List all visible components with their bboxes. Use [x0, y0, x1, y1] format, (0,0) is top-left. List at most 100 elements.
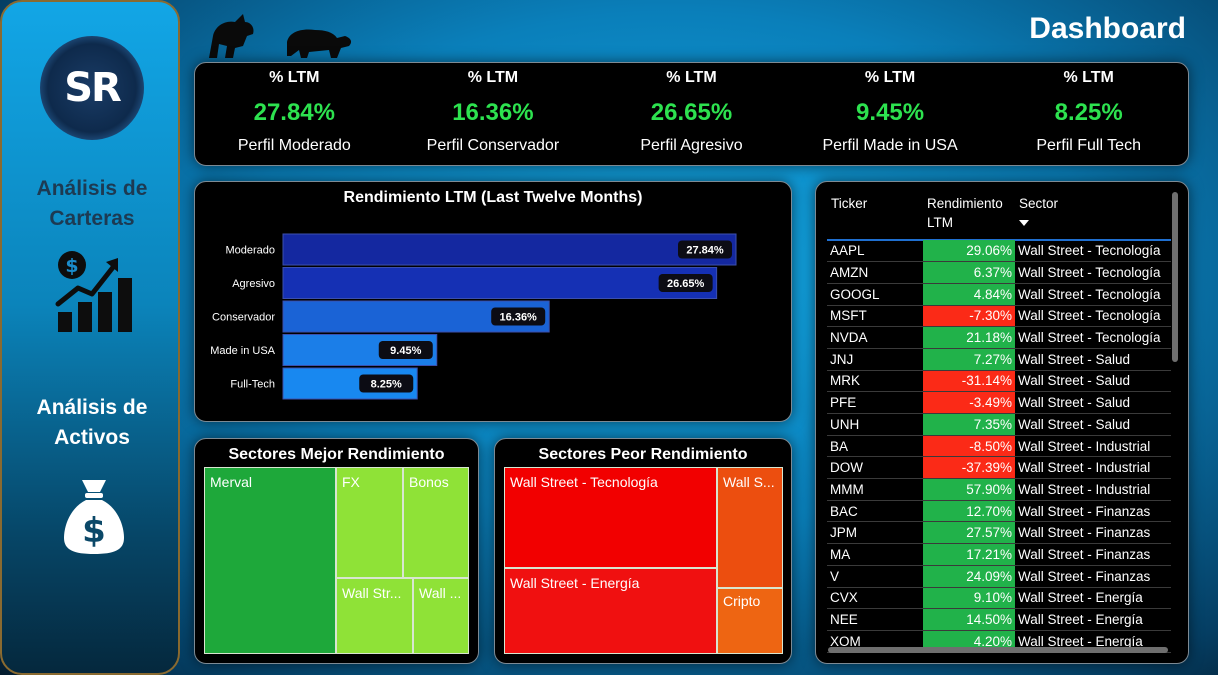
treemap-tile[interactable]: Wall Street - Tecnología: [504, 467, 717, 568]
sector-cell: Wall Street - Salud: [1015, 370, 1171, 393]
ticker-cell: MRK: [827, 370, 923, 393]
ticker-table-panel: Ticker Rendimiento LTM Sector AAPL 29.06%…: [815, 181, 1189, 664]
rendimiento-cell: 7.35%: [923, 413, 1015, 436]
kpi-profile: Perfil Made in USA: [822, 137, 958, 154]
nav-analisis-activos-line2: Activos: [54, 426, 130, 449]
table-row[interactable]: BA -8.50% Wall Street - Industrial: [827, 435, 1171, 458]
table-row[interactable]: AMZN 6.37% Wall Street - Tecnología: [827, 261, 1171, 284]
table-row[interactable]: NVDA 21.18% Wall Street - Tecnología: [827, 326, 1171, 349]
table-row[interactable]: DOW -37.39% Wall Street - Industrial: [827, 456, 1171, 480]
kpi-label: % LTM: [864, 69, 916, 86]
ltm-chart-panel: Rendimiento LTM (Last Twelve Months) Mod…: [194, 181, 792, 422]
treemap-tile[interactable]: Wall ...: [413, 578, 469, 654]
rendimiento-cell: -37.39%: [923, 456, 1015, 480]
ticker-table: AAPL 29.06% Wall Street - Tecnología AMZN 6.…: [827, 240, 1171, 653]
table-row[interactable]: MSFT -7.30% Wall Street - Tecnología: [827, 305, 1171, 328]
tile-label: Wall Street - Energía: [510, 575, 640, 591]
kpi-value: 8.25%: [1054, 99, 1123, 126]
nav-analisis-activos[interactable]: Análisis de Activos: [2, 393, 182, 453]
money-bag-icon[interactable]: $: [62, 478, 126, 556]
logo-text: SR: [64, 65, 122, 111]
table-row[interactable]: NEE 14.50% Wall Street - Energía: [827, 608, 1171, 631]
tile-label: FX: [342, 474, 360, 490]
treemap-tile[interactable]: Wall Str...: [336, 578, 413, 654]
horizontal-scrollbar[interactable]: [828, 647, 1168, 653]
category-label: Moderado: [225, 245, 275, 257]
data-label-background: [378, 341, 433, 359]
best-sectors-title: Sectores Mejor Rendimiento: [228, 446, 445, 463]
data-label: 26.65%: [667, 278, 705, 290]
data-label: 16.36%: [500, 312, 538, 324]
category-label: Made in USA: [210, 345, 275, 357]
treemap-tile[interactable]: Bonos: [403, 467, 469, 578]
data-label-background: [491, 307, 546, 326]
nav-analisis-carteras-line2: Carteras: [49, 207, 135, 230]
bar[interactable]: [282, 233, 737, 266]
sort-descending-icon[interactable]: [1019, 219, 1029, 227]
table-row[interactable]: V 24.09% Wall Street - Finanzas: [827, 565, 1171, 588]
kpi-label: % LTM: [269, 69, 320, 86]
vertical-scrollbar[interactable]: [1172, 192, 1178, 362]
table-row[interactable]: MA 17.21% Wall Street - Finanzas: [827, 543, 1171, 566]
table-row[interactable]: UNH 7.35% Wall Street - Salud: [827, 413, 1171, 436]
sector-cell: Wall Street - Tecnología: [1015, 283, 1171, 306]
treemap-tile[interactable]: FX: [336, 467, 403, 578]
tile-label: Wall ...: [419, 585, 462, 601]
treemap-tile[interactable]: Cripto: [717, 588, 783, 654]
sidebar: SR Análisis de Carteras $ Análisis de Ac…: [0, 0, 180, 675]
treemap-tile[interactable]: Wall Street - Energía: [504, 568, 717, 654]
table-row[interactable]: MRK -31.14% Wall Street - Salud: [827, 370, 1171, 393]
tile-label: Merval: [210, 474, 253, 490]
column-header-sector[interactable]: Sector: [1019, 194, 1058, 232]
worst-sectors-title: Sectores Peor Rendimiento: [538, 446, 748, 463]
table-row[interactable]: JNJ 7.27% Wall Street - Salud: [827, 348, 1171, 371]
rendimiento-cell: 57.90%: [923, 478, 1015, 501]
kpi-value: 16.36%: [452, 99, 534, 126]
table-row[interactable]: GOOGL 4.84% Wall Street - Tecnología: [827, 283, 1171, 306]
kpi-profile: Perfil Full Tech: [1036, 137, 1141, 154]
data-label-background: [678, 240, 732, 259]
table-row[interactable]: JPM 27.57% Wall Street - Finanzas: [827, 521, 1171, 545]
column-header-rendimiento-line1: Rendimiento: [927, 196, 1003, 211]
rendimiento-cell: -31.14%: [923, 370, 1015, 393]
sector-cell: Wall Street - Finanzas: [1015, 565, 1171, 588]
bull-bear-icon: [209, 14, 352, 58]
rendimiento-cell: 7.27%: [923, 348, 1015, 371]
rendimiento-cell: 6.37%: [923, 261, 1015, 284]
table-row[interactable]: MMM 57.90% Wall Street - Industrial: [827, 478, 1171, 501]
table-row[interactable]: BAC 12.70% Wall Street - Finanzas: [827, 500, 1171, 523]
page-title: Dashboard: [1029, 12, 1186, 45]
ticker-cell: MSFT: [827, 305, 923, 328]
nav-analisis-carteras-line1: Análisis de: [36, 177, 148, 200]
svg-text:$: $: [65, 255, 78, 277]
kpi-card-agresivo: % LTM 26.65% Perfil Agresivo: [592, 63, 791, 165]
table-row[interactable]: AAPL 29.06% Wall Street - Tecnología: [827, 240, 1171, 263]
column-header-rendimiento[interactable]: Rendimiento LTM: [927, 194, 1003, 232]
treemap-tile[interactable]: Merval: [204, 467, 336, 654]
kpi-label: % LTM: [467, 69, 519, 86]
column-header-ticker[interactable]: Ticker: [831, 196, 868, 211]
treemap-tile[interactable]: Wall S...: [717, 467, 783, 588]
category-label: Agresivo: [232, 278, 275, 290]
rendimiento-cell: 29.06%: [923, 240, 1015, 263]
ticker-cell: AMZN: [827, 261, 923, 284]
sector-cell: Wall Street - Finanzas: [1015, 500, 1171, 523]
nav-analisis-carteras[interactable]: Análisis de Carteras: [2, 174, 182, 234]
ltm-bar-chart: Moderado 27.84% Agresivo 26.65% Conservador 1…: [210, 233, 737, 400]
sector-cell: Wall Street - Tecnología: [1015, 240, 1171, 263]
tile-label: Bonos: [409, 474, 449, 490]
growth-chart-dollar-icon[interactable]: $: [52, 248, 136, 334]
rendimiento-cell: -7.30%: [923, 305, 1015, 328]
kpi-panel: % LTM 27.84% Perfil Moderado % LTM 16.36…: [194, 62, 1189, 166]
table-row[interactable]: CVX 9.10% Wall Street - Energía: [827, 587, 1171, 610]
column-header-rendimiento-line2: LTM: [927, 215, 953, 230]
table-row[interactable]: PFE -3.49% Wall Street - Salud: [827, 391, 1171, 414]
bar[interactable]: [282, 267, 718, 299]
kpi-profile: Perfil Moderado: [237, 137, 351, 154]
ticker-cell: MA: [827, 543, 923, 566]
rendimiento-cell: 4.84%: [923, 283, 1015, 306]
tile-label: Wall Street - Tecnología: [510, 474, 658, 490]
rendimiento-cell: -3.49%: [923, 391, 1015, 414]
ticker-cell: JPM: [827, 521, 923, 545]
ticker-cell: BAC: [827, 500, 923, 523]
